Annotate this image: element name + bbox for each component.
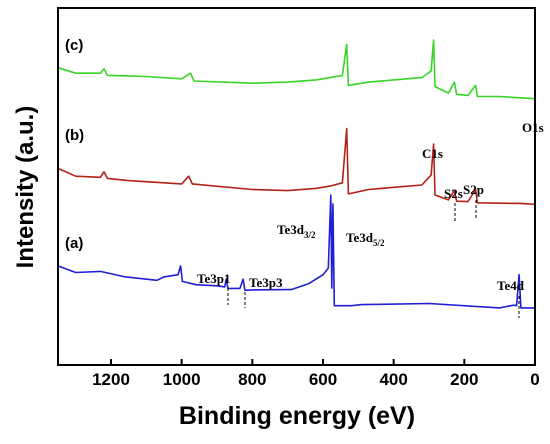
panel-label-a: (a) xyxy=(65,235,83,252)
plot-frame xyxy=(57,7,536,366)
annotation-o1s: O1s xyxy=(522,120,544,135)
x-axis-title: Binding energy (eV) xyxy=(179,402,415,430)
annotation-s2s: S2s xyxy=(444,186,463,201)
annotation-te3p1: Te3p1 xyxy=(197,271,230,286)
annotation-te3d52: Te3d5/2 xyxy=(346,230,385,248)
panel-label-b: (b) xyxy=(65,127,84,144)
annotation-c1s: C1s xyxy=(422,146,443,161)
annotation-te3p3: Te3p3 xyxy=(249,275,283,290)
annotations: O1s C1s S2s S2p Te3p1 Te3p3 Te3d3/2 Te3d… xyxy=(197,120,544,318)
x-tick-label: 1200 xyxy=(92,370,130,389)
x-tick-label: 800 xyxy=(238,370,266,389)
annotation-te3d32: Te3d3/2 xyxy=(277,222,316,240)
annotation-s2p: S2p xyxy=(463,182,484,197)
x-axis-ticks: 1200 1000 800 600 400 200 0 xyxy=(92,359,540,389)
annotation-te3d52-sub: 5/2 xyxy=(373,238,385,248)
x-tick-label: 1000 xyxy=(163,370,201,389)
panel-label-c: (c) xyxy=(65,37,83,54)
annotation-te4d: Te4d xyxy=(497,278,525,293)
x-tick-label: 400 xyxy=(379,370,407,389)
series-line-a xyxy=(57,194,535,309)
x-tick-label: 200 xyxy=(450,370,478,389)
series-line-b xyxy=(57,127,536,206)
series-layer xyxy=(57,39,536,309)
series-line-c xyxy=(57,39,536,100)
x-tick-label: 0 xyxy=(530,370,539,389)
y-axis-title: Intensity (a.u.) xyxy=(12,106,39,269)
annotation-te3d32-sub: 3/2 xyxy=(304,230,316,240)
x-tick-label: 600 xyxy=(309,370,337,389)
